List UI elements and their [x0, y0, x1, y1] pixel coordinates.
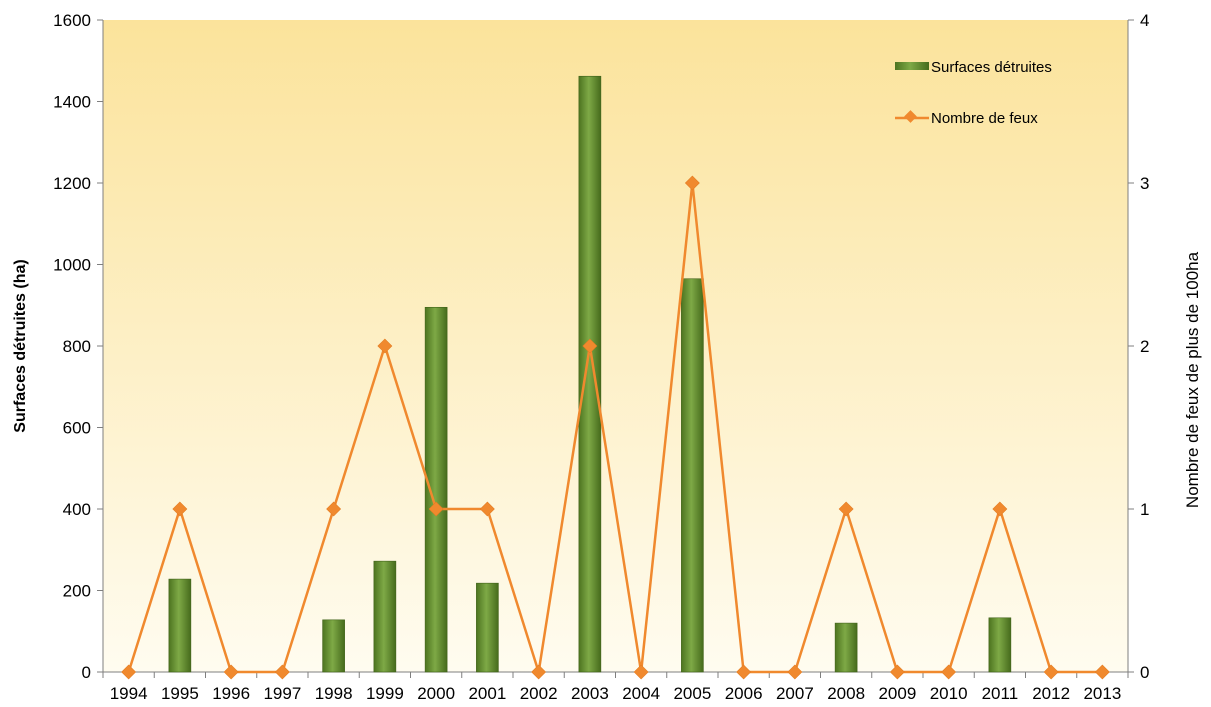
tick-labels: 0 200 400 600 800 1000 1200 1400 1600 0 1 2 3 4 1994 19…	[53, 11, 1149, 703]
y-tick-label-left: 0	[82, 663, 91, 682]
bar	[476, 582, 499, 673]
legend-bar-label: Surfaces détruites	[931, 59, 1052, 76]
y-tick-label-left: 800	[63, 337, 91, 356]
bar-series	[168, 75, 1012, 673]
y-tick-label-right: 0	[1140, 663, 1149, 682]
x-tick-label: 2006	[725, 684, 763, 703]
legend: Surfaces détruites Nombre de feux	[895, 59, 1052, 127]
x-tick-label: 2000	[417, 684, 455, 703]
line-point	[377, 338, 393, 354]
line-series	[121, 175, 1110, 680]
line-point	[223, 664, 239, 680]
line-point	[531, 664, 547, 680]
line-path	[127, 181, 1103, 674]
x-tick-label: 1997	[263, 684, 301, 703]
line-point	[172, 501, 188, 517]
x-tick-label: 2007	[776, 684, 814, 703]
line-point	[633, 664, 649, 680]
y-tick-label-left: 600	[63, 419, 91, 438]
x-tick-label: 1999	[366, 684, 404, 703]
x-tick-label: 1998	[315, 684, 353, 703]
line-point	[889, 664, 905, 680]
y-tick-label-right: 1	[1140, 500, 1149, 519]
bar	[988, 617, 1012, 673]
x-tick-label: 2001	[468, 684, 506, 703]
y-tick-label-left: 200	[63, 582, 91, 601]
y-tick-label-right: 3	[1140, 174, 1149, 193]
line-point	[1094, 664, 1110, 680]
y-tick-label-left: 1000	[53, 256, 91, 275]
bar	[834, 622, 858, 673]
bar	[424, 306, 448, 673]
y-tick-label-left: 400	[63, 500, 91, 519]
bar	[373, 560, 397, 673]
y-tick-label-right: 2	[1140, 337, 1149, 356]
x-tick-label: 2009	[878, 684, 916, 703]
y-tick-label-left: 1400	[53, 93, 91, 112]
x-tick-label: 1995	[161, 684, 199, 703]
line-point	[479, 501, 495, 517]
line-point	[582, 338, 598, 354]
line-point	[121, 664, 137, 680]
bar	[578, 75, 602, 673]
legend-line-label: Nombre de feux	[931, 110, 1038, 127]
y-axis-label-right: Nombre de feux de plus de 100ha	[1183, 251, 1202, 508]
line-point	[736, 664, 752, 680]
x-tick-label: 2005	[673, 684, 711, 703]
x-tick-label: 2004	[622, 684, 660, 703]
y-tick-label-left: 1200	[53, 174, 91, 193]
x-tick-label: 2013	[1083, 684, 1121, 703]
y-axis-label-left: Surfaces détruites (ha)	[12, 259, 29, 432]
y-tick-label-left: 1600	[53, 11, 91, 30]
line-point	[992, 501, 1008, 517]
line-point	[787, 664, 803, 680]
bar	[168, 578, 192, 673]
line-point	[1043, 664, 1059, 680]
x-tick-label: 2010	[930, 684, 968, 703]
line-point	[684, 175, 700, 191]
line-point	[428, 501, 444, 517]
line-point	[274, 664, 290, 680]
line-point	[326, 501, 342, 517]
line-point	[941, 664, 957, 680]
line-point	[838, 501, 854, 517]
x-tick-label: 2003	[571, 684, 609, 703]
y-tick-label-right: 4	[1140, 11, 1149, 30]
x-tick-label: 2008	[827, 684, 865, 703]
x-tick-label: 2011	[982, 684, 1019, 703]
x-tick-label: 2002	[520, 684, 558, 703]
x-tick-label: 1996	[212, 684, 250, 703]
bar	[681, 278, 704, 673]
x-tick-label: 2012	[1032, 684, 1070, 703]
plot-area	[103, 20, 1128, 672]
bar	[322, 619, 345, 673]
x-tick-label: 1994	[110, 684, 148, 703]
legend-bar-swatch	[895, 62, 929, 70]
